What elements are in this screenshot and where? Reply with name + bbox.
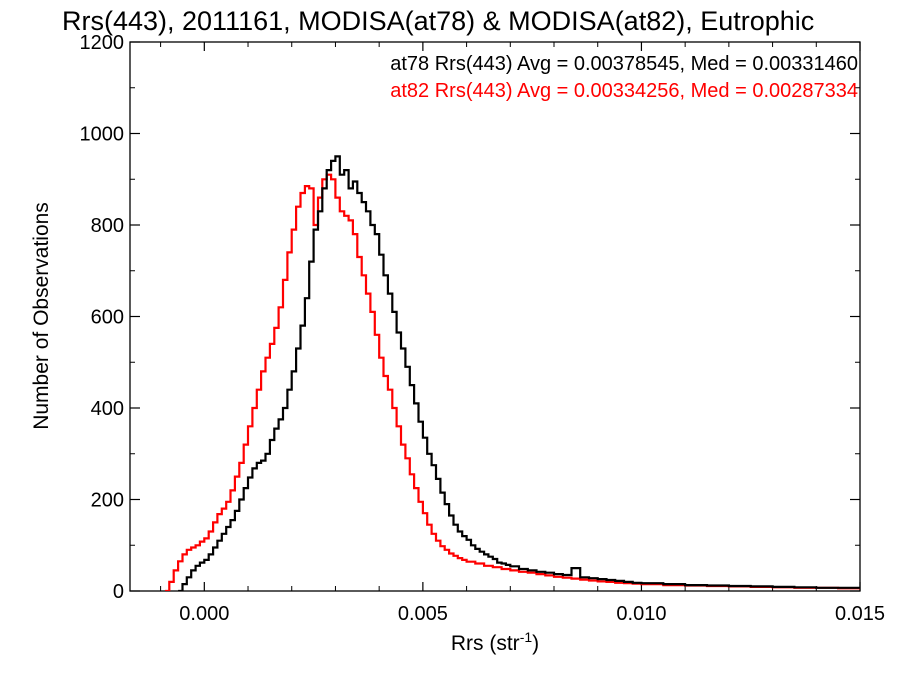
x-axis-label-text: Rrs (str (451, 632, 520, 655)
x-tick-label: 0.005 (398, 603, 448, 625)
at82-histogram-line (165, 173, 860, 591)
x-axis-label: Rrs (str-1) (451, 629, 539, 655)
at78-histogram-line (178, 155, 860, 591)
series-layer (165, 155, 860, 591)
y-axis: 0 200 400 600 800 1000 1200 (80, 32, 860, 603)
y-tick-label: 800 (91, 215, 124, 237)
stats-legend: at78 Rrs(443) Avg = 0.00378545, Med = 0.… (390, 53, 858, 102)
y-tick-label: 200 (91, 490, 124, 512)
x-tick-label: 0.015 (835, 603, 885, 625)
y-tick-label: 1000 (80, 124, 125, 146)
x-axis-label-close: ) (532, 632, 539, 655)
y-tick-label: 1200 (80, 32, 125, 54)
y-axis-label: Number of Observations (30, 202, 53, 430)
x-tick-label: 0.010 (616, 603, 666, 625)
x-axis: 0.000 0.005 0.010 0.015 (160, 42, 885, 625)
at78-stats-label: at78 Rrs(443) Avg = 0.00378545, Med = 0.… (390, 53, 858, 75)
x-tick-label: 0.000 (179, 603, 229, 625)
at82-stats-label: at82 Rrs(443) Avg = 0.00334256, Med = 0.… (390, 80, 858, 102)
x-axis-label-superscript: -1 (520, 629, 533, 645)
y-tick-label: 0 (113, 581, 124, 603)
y-tick-label: 400 (91, 398, 124, 420)
y-tick-label: 600 (91, 307, 124, 329)
chart-title: Rrs(443), 2011161, MODISA(at78) & MODISA… (62, 6, 814, 36)
